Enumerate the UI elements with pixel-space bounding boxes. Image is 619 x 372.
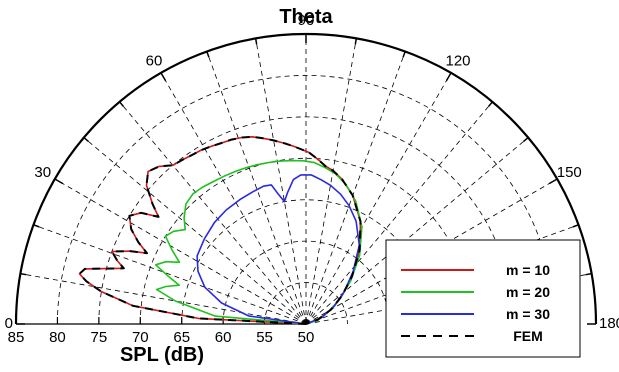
grid-arc-80 (57, 75, 555, 325)
theta-tick-mark-120 (445, 72, 452, 82)
legend-label-3: FEM (513, 328, 543, 344)
grid-arc-65 (181, 199, 431, 325)
theta-tick-mark-10 (20, 272, 27, 276)
grid-spoke-100 (305, 38, 357, 325)
radial-axis-label: SPL (dB) (120, 344, 204, 366)
grid-spoke-40 (83, 137, 307, 325)
grid-spoke-60 (160, 72, 307, 325)
theta-tick-label-60: 60 (146, 53, 163, 70)
theta-tick-label-150: 150 (557, 164, 582, 181)
theta-tick-mark-60 (160, 72, 167, 82)
theta-tick-mark-160 (572, 224, 579, 228)
grid-spoke-50 (119, 101, 307, 325)
r-tick-label-80: 80 (49, 329, 66, 346)
theta-tick-mark-100 (354, 38, 358, 45)
r-tick-label-65: 65 (173, 329, 190, 346)
grid-spoke-70 (206, 51, 307, 325)
theta-tick-mark-20 (33, 224, 40, 228)
legend-box (385, 239, 581, 358)
legend-label-0: m = 10 (506, 262, 550, 278)
grid-spoke-10 (20, 273, 307, 325)
theta-tick-label-180: 180 (599, 315, 619, 332)
theta-tick-mark-80 (254, 38, 258, 45)
grid-spoke-110 (305, 51, 406, 325)
grid-spoke-80 (255, 38, 307, 325)
r-tick-label-70: 70 (132, 329, 149, 346)
chart-title: Theta (279, 6, 333, 28)
r-tick-label-50: 50 (298, 329, 315, 346)
series-lines (78, 135, 363, 325)
tick-labels: 0 30 60 90 120 150 180 85 80 75 70 65 60 55 50 (5, 12, 619, 346)
theta-tick-mark-30 (54, 178, 64, 185)
theta-tick-mark-40 (83, 137, 89, 143)
r-tick-label-75: 75 (91, 329, 108, 346)
grid-arc-75 (98, 116, 514, 325)
r-tick-label-60: 60 (215, 329, 232, 346)
theta-tick-mark-170 (585, 272, 592, 276)
legend-items: m = 10 m = 20 m = 30 FEM (401, 262, 550, 344)
legend-label-2: m = 30 (506, 306, 550, 322)
theta-tick-mark-50 (119, 101, 125, 107)
series-line-2 (196, 174, 361, 325)
legend-label-1: m = 20 (506, 284, 550, 300)
r-tick-label-85: 85 (8, 329, 25, 346)
grid-spoke-120 (305, 72, 452, 325)
theta-tick-mark-70 (206, 51, 210, 58)
theta-tick-mark-110 (402, 51, 406, 58)
legend: m = 10 m = 20 m = 30 FEM (385, 239, 581, 358)
theta-tick-mark-130 (487, 101, 493, 107)
grid-spoke-30 (54, 178, 307, 325)
grid-spoke-130 (305, 101, 493, 325)
r-tick-label-55: 55 (256, 329, 273, 346)
series-line-3 (78, 135, 362, 325)
grid-spoke-20 (33, 224, 307, 325)
theta-tick-label-0: 0 (5, 315, 13, 332)
theta-tick-mark-140 (523, 137, 529, 143)
grid-arc-55 (264, 282, 348, 325)
theta-tick-label-90: 90 (298, 12, 315, 29)
theta-tick-label-120: 120 (445, 53, 470, 70)
theta-tick-label-30: 30 (34, 164, 51, 181)
theta-tick-mark-150 (548, 178, 558, 185)
